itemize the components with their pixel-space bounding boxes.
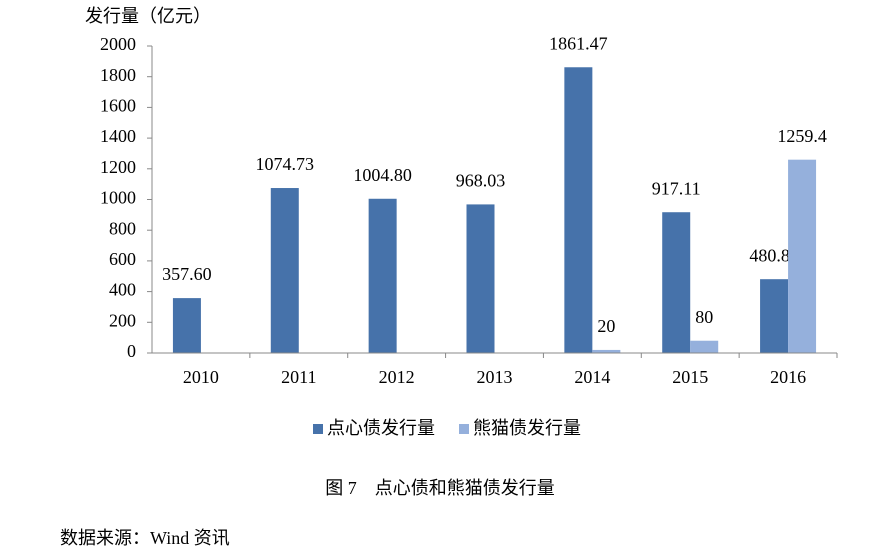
bar <box>466 204 495 353</box>
x-tick-label: 2015 <box>672 367 708 387</box>
value-label: 20 <box>597 316 615 336</box>
source: 数据来源：Wind 资讯 <box>60 528 230 548</box>
value-label: 1074.73 <box>256 154 315 174</box>
value-label: 357.60 <box>162 264 212 284</box>
legend-label: 点心债发行量 <box>327 418 435 438</box>
value-label: 917.11 <box>652 178 701 198</box>
y-tick-label: 1000 <box>100 188 136 208</box>
y-tick-label: 1200 <box>100 157 136 177</box>
y-tick-label: 800 <box>109 218 136 238</box>
y-tick-label: 1800 <box>100 65 136 85</box>
y-tick-label: 1600 <box>100 96 136 116</box>
value-label: 80 <box>695 307 713 327</box>
bar <box>690 340 719 353</box>
value-label: 1259.4 <box>777 126 827 146</box>
x-tick-label: 2010 <box>183 367 219 387</box>
bar <box>760 279 789 353</box>
bar <box>172 298 201 353</box>
x-tick-label: 2011 <box>281 367 316 387</box>
value-label: 968.03 <box>456 171 506 191</box>
y-tick-label: 600 <box>109 249 136 269</box>
y-tick-label: 0 <box>127 341 136 361</box>
bar <box>368 198 397 353</box>
bar <box>564 67 593 354</box>
caption: 图 7 点心债和熊猫债发行量 <box>325 478 555 498</box>
bar <box>662 212 691 353</box>
value-label: 1004.80 <box>353 165 412 185</box>
bar <box>592 349 621 353</box>
y-axis-label: 发行量（亿元） <box>85 6 211 26</box>
x-tick-label: 2014 <box>574 367 610 387</box>
y-tick-label: 400 <box>109 280 136 300</box>
value-label: 480.89 <box>749 245 799 265</box>
y-tick-label: 200 <box>109 310 136 330</box>
bar <box>788 159 817 353</box>
bar <box>270 188 299 353</box>
legend-swatch <box>459 424 469 434</box>
value-label: 1861.47 <box>549 33 608 53</box>
y-tick-label: 1400 <box>100 126 136 146</box>
x-tick-label: 2013 <box>477 367 513 387</box>
x-tick-label: 2016 <box>770 367 806 387</box>
legend-swatch <box>313 424 323 434</box>
x-tick-label: 2012 <box>379 367 415 387</box>
y-tick-label: 2000 <box>100 34 136 54</box>
legend-label: 熊猫债发行量 <box>473 418 581 438</box>
